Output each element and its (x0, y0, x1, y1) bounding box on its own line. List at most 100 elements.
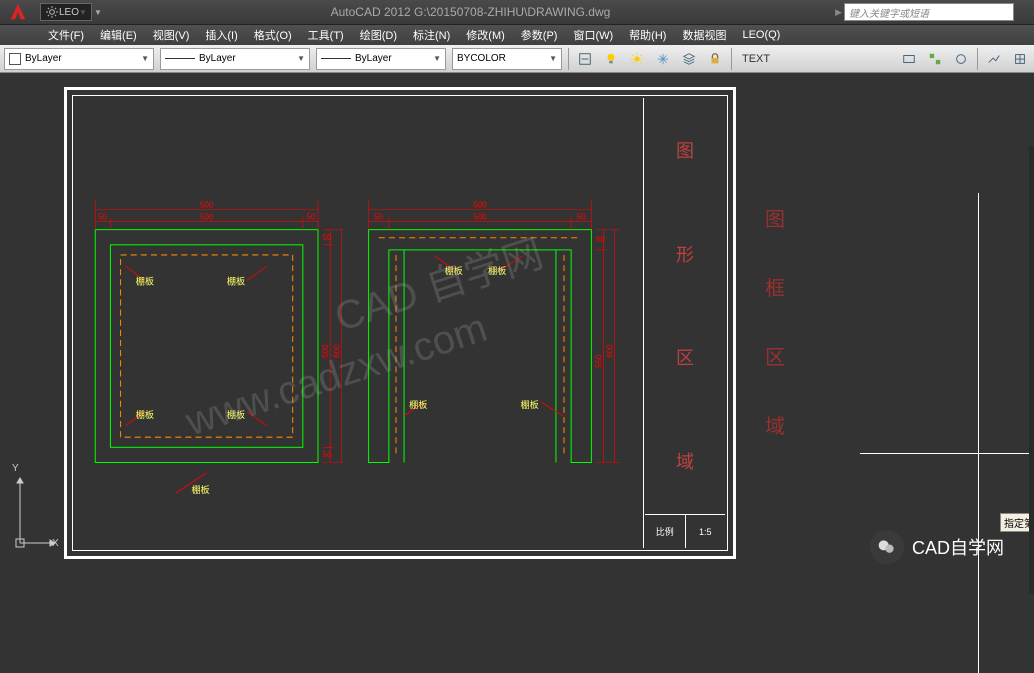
svg-text:50: 50 (596, 235, 606, 244)
bulb-icon[interactable] (601, 49, 621, 69)
cad-drawing: 棚板 棚板 棚板 棚板 棚板 500 50 500 (75, 98, 642, 554)
lock-icon[interactable] (705, 49, 725, 69)
toolbar-icon-d[interactable] (984, 49, 1004, 69)
toolbar-icon-c[interactable] (951, 49, 971, 69)
svg-text:50: 50 (98, 213, 108, 222)
watermark-badge: CAD自学网 (870, 530, 1004, 564)
help-search-input[interactable]: 键入关键字或短语 (844, 3, 1014, 21)
titleblock-separator (643, 98, 644, 548)
menu-file[interactable]: 文件(F) (40, 27, 92, 43)
svg-text:棚板: 棚板 (227, 409, 245, 420)
linetype-label: ByLayer (199, 53, 236, 64)
layer-color-label: ByLayer (25, 53, 62, 64)
chevron-down-icon: ▼ (549, 54, 557, 63)
qat-dropdown-icon[interactable]: ▼ (94, 8, 102, 17)
toolbar-icon-1[interactable] (575, 49, 595, 69)
layers-icon[interactable] (679, 49, 699, 69)
scale-label: 比例 (645, 515, 685, 548)
svg-text:600: 600 (332, 344, 341, 358)
menu-help[interactable]: 帮助(H) (621, 27, 674, 43)
chevron-down-icon: ▼ (141, 54, 149, 63)
window-title: AutoCAD 2012 G:\20150708-ZHIHU\DRAWING.d… (106, 5, 835, 19)
ucs-icon: Y X (10, 463, 60, 563)
watermark-badge-text: CAD自学网 (912, 534, 1004, 560)
svg-text:棚板: 棚板 (136, 275, 154, 286)
linetype-preview-icon (165, 58, 195, 59)
toolbar-divider (977, 48, 978, 70)
lineweight-selector[interactable]: ByLayer ▼ (316, 48, 446, 70)
svg-text:50: 50 (323, 450, 333, 459)
workspace-selector[interactable]: LEO ▼ (40, 3, 92, 21)
menu-window[interactable]: 窗口(W) (565, 27, 621, 43)
freeze-icon[interactable] (653, 49, 673, 69)
svg-text:棚板: 棚板 (445, 265, 463, 276)
menu-format[interactable]: 格式(O) (246, 27, 300, 43)
layer-color-selector[interactable]: ByLayer ▼ (4, 48, 154, 70)
menu-insert[interactable]: 插入(I) (197, 27, 245, 43)
ucs-x-label: X (52, 538, 59, 549)
svg-text:棚板: 棚板 (521, 399, 539, 410)
menu-tools[interactable]: 工具(T) (300, 27, 352, 43)
svg-text:棚板: 棚板 (136, 409, 154, 420)
svg-text:50: 50 (306, 213, 316, 222)
svg-text:棚板: 棚板 (488, 265, 506, 276)
menu-view[interactable]: 视图(V) (145, 27, 198, 43)
search-arrow-icon: ▶ (835, 7, 844, 18)
svg-text:50: 50 (323, 233, 333, 242)
menu-dim[interactable]: 标注(N) (405, 27, 458, 43)
titleblock-column: 图 形 区 域 (645, 98, 725, 513)
workspace-label: LEO (59, 7, 79, 18)
plotstyle-selector[interactable]: BYCOLOR ▼ (452, 48, 562, 70)
svg-text:550: 550 (595, 354, 604, 368)
toolbar-icon-a[interactable] (899, 49, 919, 69)
outer-char: 框 (765, 272, 785, 301)
app-logo[interactable] (0, 0, 36, 25)
tb-char: 区 (676, 344, 694, 370)
tb-char: 图 (676, 137, 694, 163)
tb-char: 形 (676, 241, 694, 267)
plotstyle-label: BYCOLOR (457, 53, 506, 64)
drawing-canvas: 图 形 区 域 比例 1:5 (60, 83, 740, 563)
chevron-down-icon: ▼ (433, 54, 441, 63)
lineweight-preview-icon (321, 58, 351, 59)
color-swatch-icon (9, 53, 21, 65)
chevron-down-icon: ▼ (79, 8, 87, 17)
linetype-selector[interactable]: ByLayer ▼ (160, 48, 310, 70)
gear-icon (45, 5, 59, 19)
menu-modify[interactable]: 修改(M) (458, 27, 513, 43)
ucs-y-label: Y (12, 463, 19, 474)
outer-column-chars: 图 框 区 域 (760, 203, 790, 439)
text-tool-button[interactable]: TEXT (738, 49, 774, 69)
svg-text:500: 500 (473, 200, 487, 209)
model-space[interactable]: 图 形 区 域 比例 1:5 (0, 73, 1034, 594)
quick-access-toolbar: LEO ▼ ▼ (36, 3, 106, 21)
wechat-icon (870, 530, 904, 564)
scale-value: 1:5 (685, 515, 726, 548)
svg-text:50: 50 (577, 213, 587, 222)
tb-char: 域 (676, 448, 694, 474)
svg-text:棚板: 棚板 (191, 484, 209, 495)
vertical-scrollbar[interactable] (1029, 146, 1034, 594)
svg-text:500: 500 (473, 213, 487, 222)
sun-icon[interactable] (627, 49, 647, 69)
menu-bar: 文件(F) 编辑(E) 视图(V) 插入(I) 格式(O) 工具(T) 绘图(D… (0, 25, 1034, 45)
svg-text:500: 500 (321, 344, 330, 358)
properties-toolbar: ByLayer ▼ ByLayer ▼ ByLayer ▼ BYCOLOR ▼ … (0, 45, 1034, 73)
text-tool-label: TEXT (742, 53, 770, 65)
toolbar-divider (731, 48, 732, 70)
svg-text:棚板: 棚板 (227, 275, 245, 286)
svg-text:600: 600 (606, 344, 615, 358)
menu-leo[interactable]: LEO(Q) (734, 29, 788, 41)
toolbar-icon-e[interactable] (1010, 49, 1030, 69)
toolbar-divider (568, 48, 569, 70)
svg-text:500: 500 (200, 200, 214, 209)
title-bar: LEO ▼ ▼ AutoCAD 2012 G:\20150708-ZHIHU\D… (0, 0, 1034, 25)
menu-param[interactable]: 参数(P) (513, 27, 566, 43)
chevron-down-icon: ▼ (297, 54, 305, 63)
menu-draw[interactable]: 绘图(D) (352, 27, 405, 43)
titleblock-bottom: 比例 1:5 (645, 514, 725, 548)
menu-dataview[interactable]: 数据视图 (674, 27, 734, 43)
outer-char: 区 (765, 341, 785, 370)
toolbar-icon-b[interactable] (925, 49, 945, 69)
menu-edit[interactable]: 编辑(E) (92, 27, 145, 43)
